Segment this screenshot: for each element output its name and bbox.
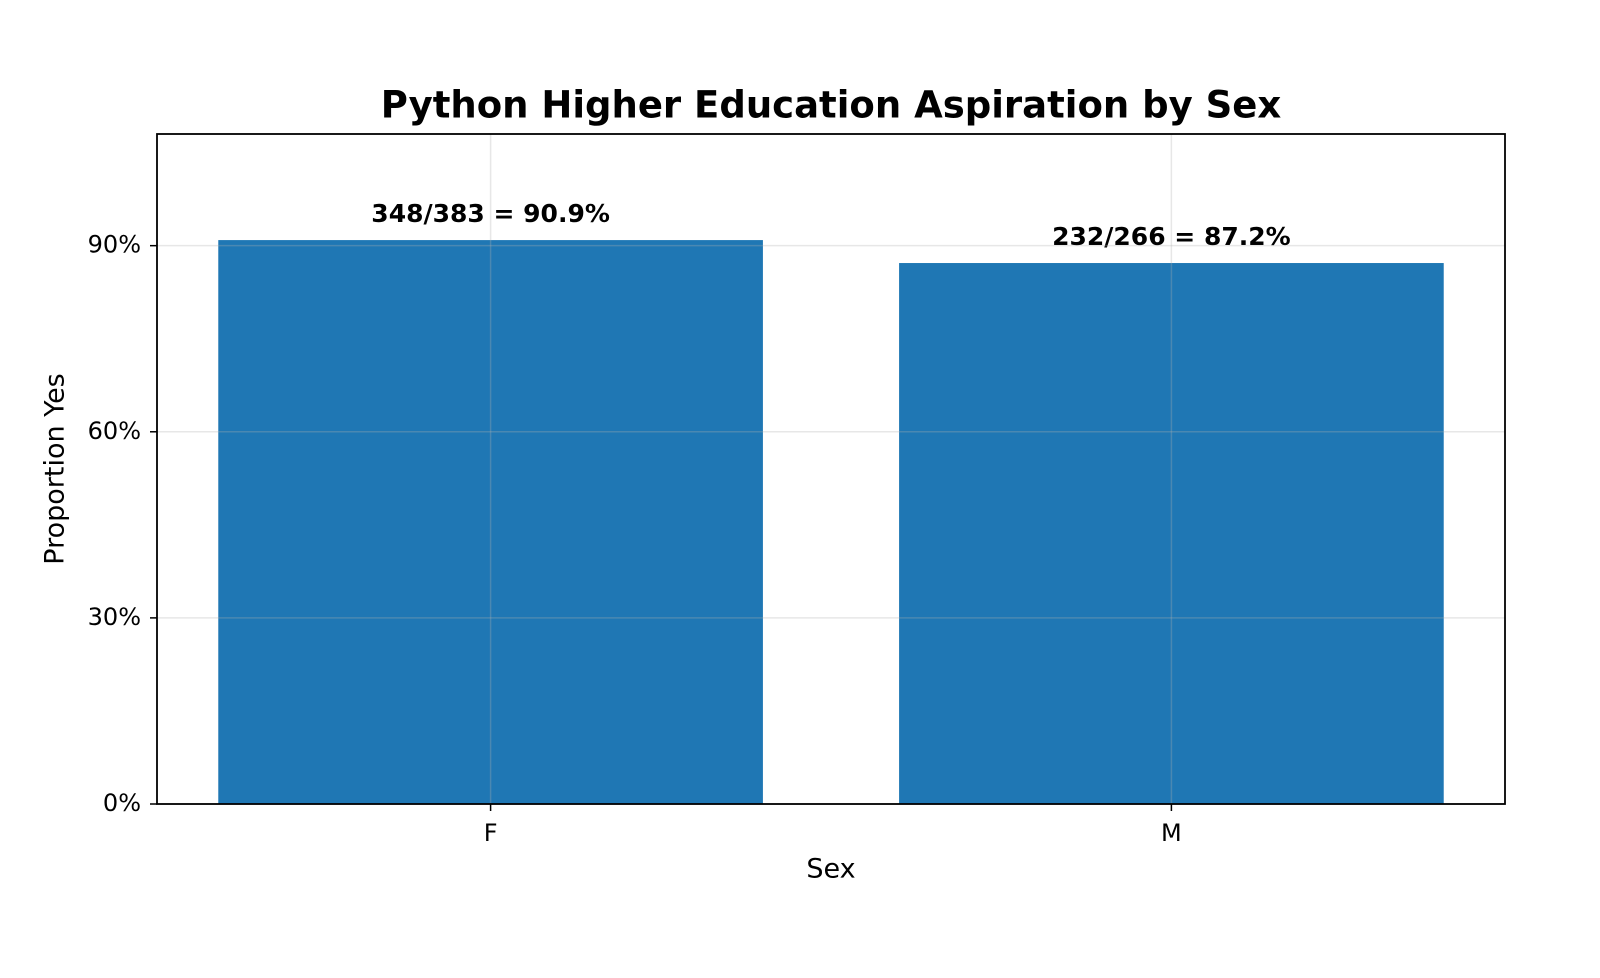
- plot-frame: [156, 133, 1506, 805]
- y-tick-label: 30%: [88, 603, 141, 631]
- bar: [218, 240, 763, 805]
- x-tick-label: M: [1161, 819, 1182, 847]
- bar: [899, 263, 1444, 804]
- chart-title: Python Higher Education Aspiration by Se…: [381, 84, 1282, 127]
- y-tick-label: 90%: [88, 231, 141, 259]
- data-label: 348/383 = 90.9%: [371, 199, 610, 228]
- data-label: 232/266 = 87.2%: [1052, 222, 1291, 251]
- y-tick-label: 60%: [88, 417, 141, 445]
- y-tick-label: 0%: [103, 789, 141, 817]
- x-tick-label: F: [484, 819, 498, 847]
- x-axis-label: Sex: [806, 854, 855, 885]
- y-axis-label: Proportion Yes: [40, 373, 71, 564]
